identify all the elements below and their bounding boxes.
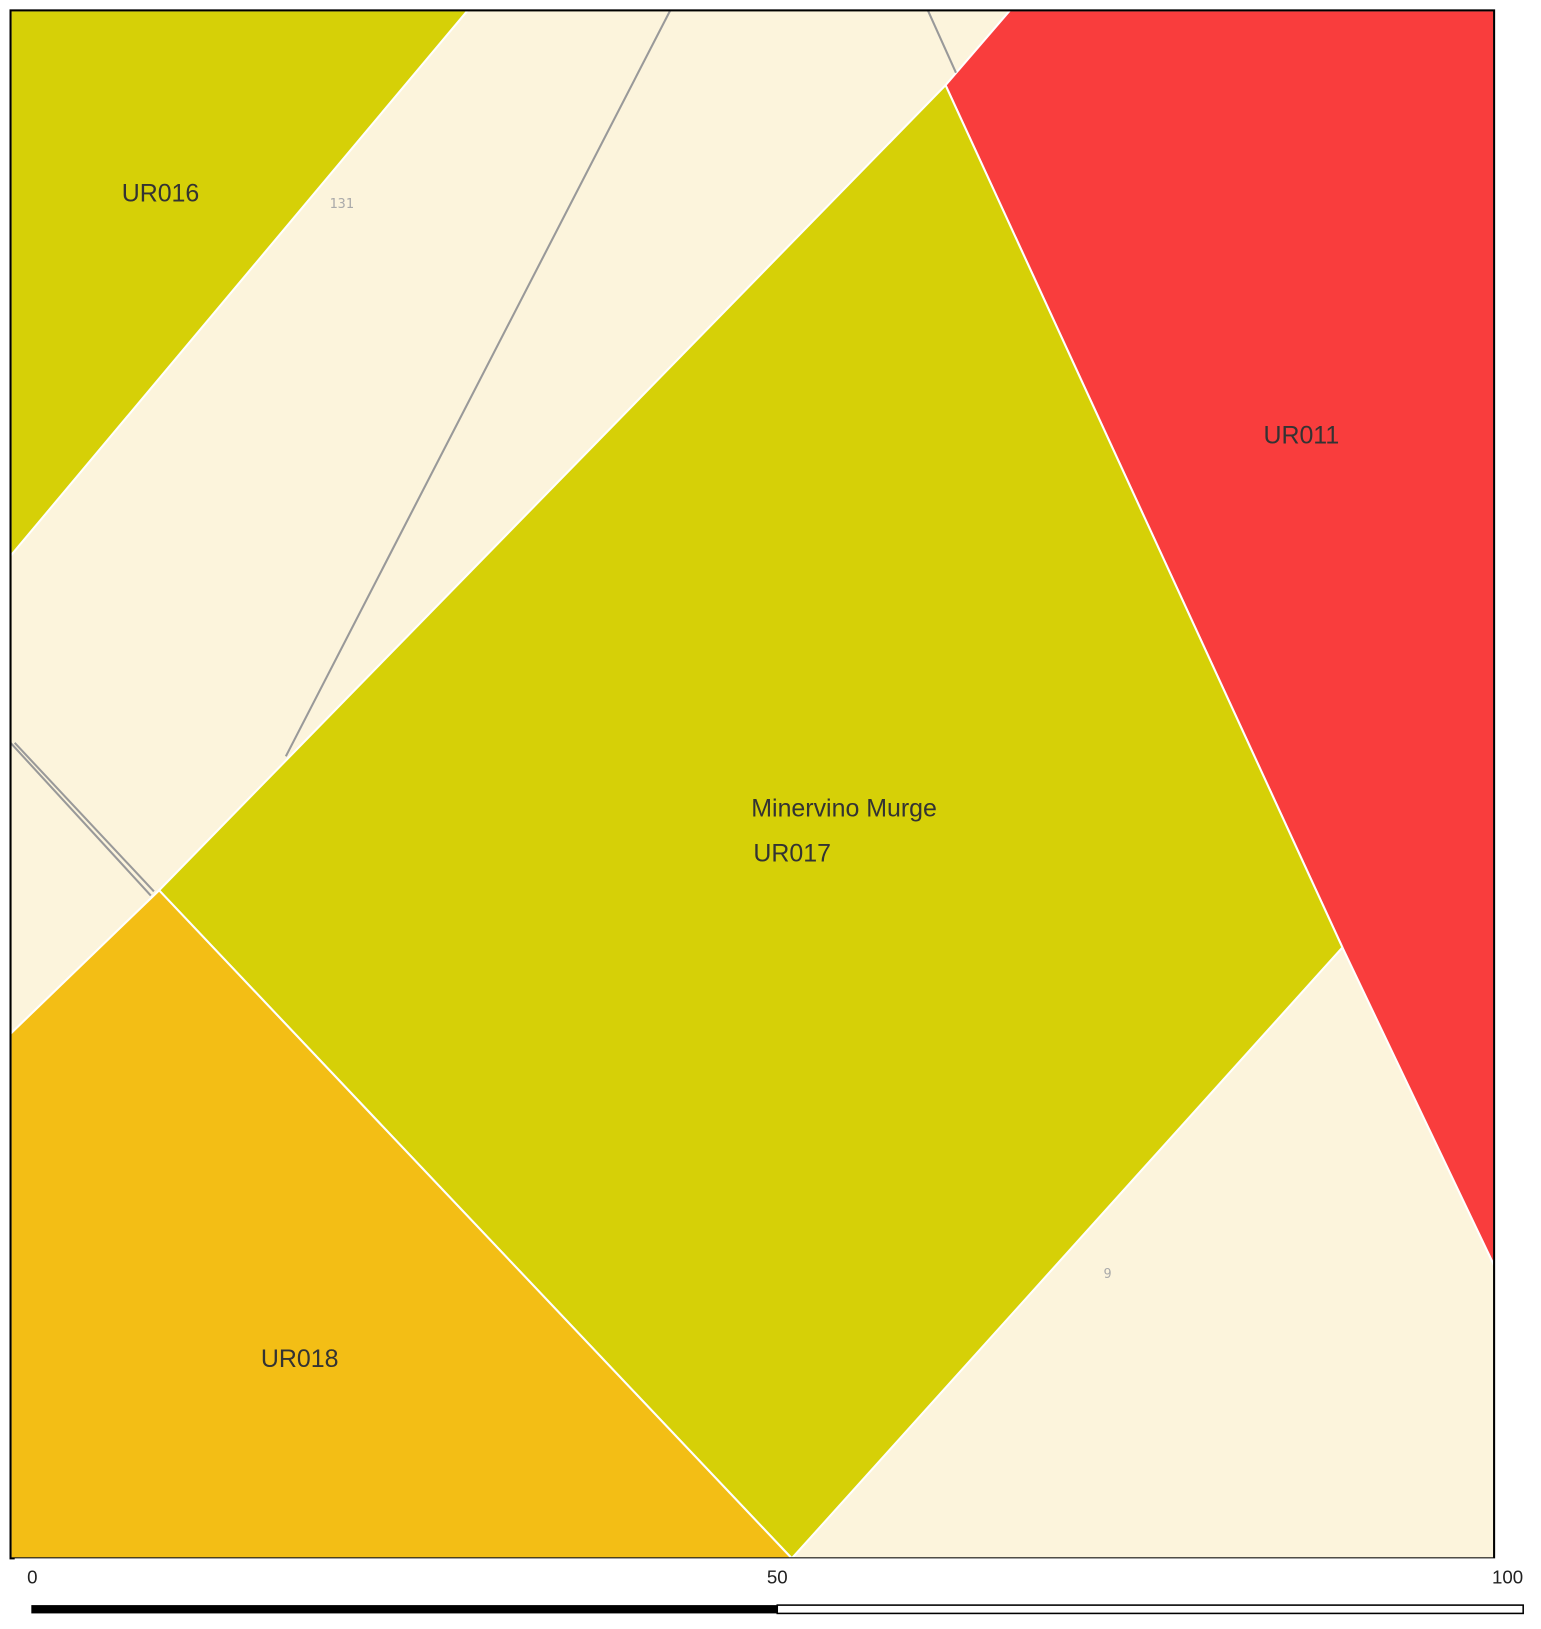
scale-segment bbox=[31, 1605, 778, 1614]
scale-label: 0 bbox=[27, 1566, 37, 1587]
zone-label: UR018 bbox=[261, 1345, 339, 1373]
road bbox=[9, 742, 152, 897]
road bbox=[926, 9, 957, 74]
scale-box bbox=[14, 1558, 1541, 1629]
road-label: 9 bbox=[1103, 1266, 1111, 1282]
zone-label: UR011 bbox=[1263, 422, 1339, 450]
scale-segment bbox=[776, 1604, 1524, 1615]
roads bbox=[9, 9, 957, 897]
scale-label: 100 bbox=[1492, 1566, 1523, 1587]
scale-label: 50 bbox=[767, 1566, 788, 1587]
scale-bar: 0 50 100 bbox=[27, 1566, 1524, 1615]
zone-label: UR016 bbox=[122, 180, 200, 208]
zone-label: Minervino Murge bbox=[751, 795, 937, 823]
road-label: 131 bbox=[329, 196, 353, 212]
road bbox=[284, 9, 672, 757]
zone-label: UR017 bbox=[753, 839, 831, 867]
road bbox=[13, 742, 155, 893]
